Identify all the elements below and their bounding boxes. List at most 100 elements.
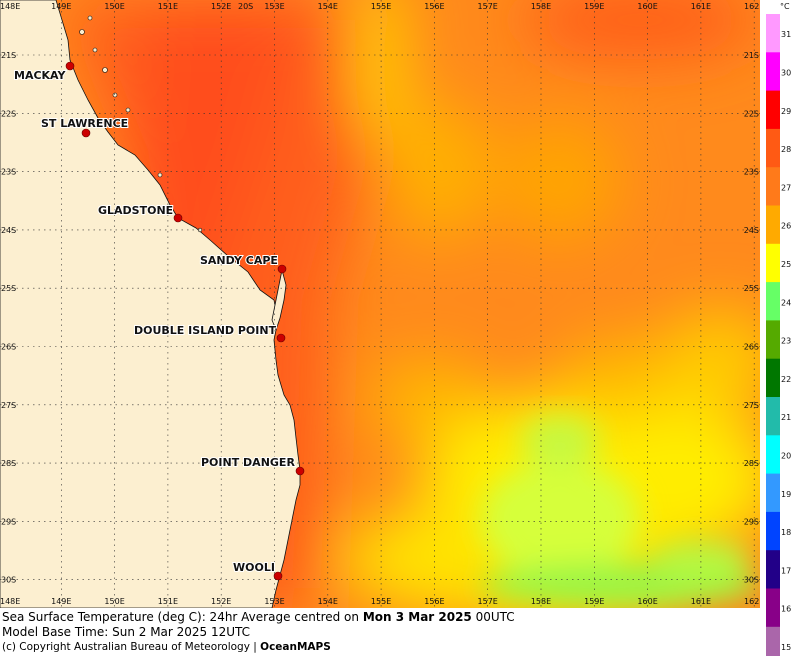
marker-wooli bbox=[273, 571, 283, 581]
lon-label-148e-top: 148E bbox=[0, 2, 20, 11]
lat-label-24s-right: 24S bbox=[744, 226, 759, 235]
legend-label-26: 26 bbox=[781, 222, 791, 231]
marker-point-danger bbox=[295, 466, 305, 476]
sst-cool-patch bbox=[480, 415, 760, 607]
lat-label-22s-right: 22S bbox=[744, 109, 759, 118]
legend-label-19: 19 bbox=[781, 490, 791, 499]
legend-swatch-30 bbox=[766, 52, 780, 92]
lon-label-158e-bottom: 158E bbox=[531, 597, 551, 606]
lon-label-154e-bottom: 154E bbox=[318, 597, 338, 606]
legend-label-16: 16 bbox=[781, 605, 791, 614]
copyright-text: (c) Copyright Australian Bureau of Meteo… bbox=[2, 641, 261, 653]
marker-double-island-point bbox=[276, 333, 286, 343]
lon-label-150e-top: 150E bbox=[104, 2, 124, 11]
legend-swatch-18 bbox=[766, 511, 780, 551]
legend-swatch-17 bbox=[766, 550, 780, 589]
lon-label-151e-bottom: 151E bbox=[158, 597, 178, 606]
coastal-islands bbox=[79, 15, 203, 233]
lon-label-153e-bottom: 153E bbox=[264, 597, 284, 606]
lat-label-27s-left: 27S bbox=[1, 401, 16, 410]
caption-date: Mon 3 Mar 2025 bbox=[362, 610, 472, 624]
lat-label-24s-left: 24S bbox=[1, 226, 16, 235]
legend-label-20: 20 bbox=[781, 451, 791, 460]
legend-unit: °C bbox=[780, 2, 790, 11]
legend-label-29: 29 bbox=[781, 107, 791, 116]
caption-base-time: Model Base Time: Sun 2 Mar 2025 12UTC bbox=[2, 625, 251, 639]
lon-label-158e-top: 158E bbox=[531, 2, 551, 11]
lon-label-157e-bottom: 157E bbox=[478, 597, 498, 606]
caption-title-prefix: Sea Surface Temperature (deg C): 24hr Av… bbox=[2, 610, 363, 624]
lat-label-21s-left: 21S bbox=[1, 51, 16, 60]
legend-swatch-20 bbox=[766, 435, 780, 475]
fraser-island bbox=[271, 269, 287, 332]
lon-label-161e-top: 161E bbox=[691, 2, 711, 11]
lat-label-25s-left: 25S bbox=[1, 284, 16, 293]
legend-label-23: 23 bbox=[781, 337, 791, 346]
legend-swatch-21 bbox=[766, 397, 780, 436]
lon-label-159e-bottom: 159E bbox=[584, 597, 604, 606]
color-legend: °C 31 30 29 28 27 26 25 24 23 22 21 20 19 18 17 16 15 bbox=[760, 0, 800, 656]
legend-label-27: 27 bbox=[781, 183, 791, 192]
graticule bbox=[0, 0, 760, 608]
place-label-wooli: WOOLI bbox=[233, 561, 275, 574]
lon-label-162e-top: 162E bbox=[744, 2, 760, 11]
marker-gladstone bbox=[173, 213, 183, 223]
legend-swatch-31 bbox=[766, 14, 780, 53]
place-label-sandy-cape: SANDY CAPE bbox=[200, 254, 278, 267]
lat-label-25s-right: 25S bbox=[744, 284, 759, 293]
lat-label-23s-right: 23S bbox=[744, 168, 759, 177]
lat-label-26s-left: 26S bbox=[1, 343, 16, 352]
legend-swatch-29 bbox=[766, 90, 780, 130]
legend-swatch-28 bbox=[766, 128, 780, 168]
marker-sandy-cape bbox=[277, 264, 287, 274]
legend-swatch-15 bbox=[766, 626, 780, 656]
longitude-labels: 148E 148E 149E 149E 150E 150E 151E 151E 152E 152E… bbox=[0, 2, 760, 606]
lat-label-21s-right: 21S bbox=[744, 51, 759, 60]
legend-label-21: 21 bbox=[781, 413, 791, 422]
lon-label-162e-bottom: 162E bbox=[744, 597, 760, 606]
legend-label-28: 28 bbox=[781, 145, 791, 154]
lon-label-159e-top: 159E bbox=[584, 2, 604, 11]
legend-swatch-22 bbox=[766, 358, 780, 398]
lon-label-153e-top: 153E bbox=[264, 2, 284, 11]
lon-label-160e-top: 160E bbox=[637, 2, 657, 11]
lon-label-157e-top: 157E bbox=[478, 2, 498, 11]
legend-swatch-25 bbox=[766, 243, 780, 283]
lon-label-154e-top: 154E bbox=[318, 2, 338, 11]
marker-mackay bbox=[65, 61, 75, 71]
legend-label-17: 17 bbox=[781, 566, 791, 575]
legend-swatch-16 bbox=[766, 588, 780, 628]
lat-label-26s-right: 26S bbox=[744, 343, 759, 352]
lat-label-29s-right: 29S bbox=[744, 517, 759, 526]
legend-swatch-27 bbox=[766, 167, 780, 206]
place-label-double-island-point: DOUBLE ISLAND POINT bbox=[134, 324, 277, 337]
lon-label-152e-top: 152E bbox=[211, 2, 231, 11]
legend-label-30: 30 bbox=[781, 68, 791, 77]
sst-map: 148E 148E 149E 149E 150E 150E 151E 151E 152E 152E… bbox=[0, 0, 760, 608]
legend-label-15: 15 bbox=[781, 643, 791, 652]
legend-label-18: 18 bbox=[781, 528, 791, 537]
legend-label-31: 31 bbox=[781, 30, 791, 39]
lon-label-149e-top: 149E bbox=[51, 2, 71, 11]
legend-swatch-19 bbox=[766, 473, 780, 513]
caption-title: Sea Surface Temperature (deg C): 24hr Av… bbox=[2, 610, 515, 624]
lon-label-148e-bottom: 148E bbox=[0, 597, 20, 606]
lat-label-23s-left: 23S bbox=[1, 168, 16, 177]
lon-label-149e-bottom: 149E bbox=[51, 597, 71, 606]
lat-label-28s-right: 28S bbox=[744, 459, 759, 468]
legend-swatch-23 bbox=[766, 320, 780, 360]
caption-copyright: (c) Copyright Australian Bureau of Meteo… bbox=[2, 640, 331, 654]
lon-label-156e-bottom: 156E bbox=[424, 597, 444, 606]
legend-label-22: 22 bbox=[781, 375, 791, 384]
lat-label-29s-left: 29S bbox=[1, 517, 16, 526]
lat-label-30s-left: 30S bbox=[1, 576, 16, 585]
latitude-labels: 21S 21S 22S 22S 23S 23S 24S 24S 25S 25S 26S 26S 27S 2… bbox=[1, 51, 759, 585]
legend-swatch-26 bbox=[766, 205, 780, 245]
australia-land bbox=[0, 0, 301, 608]
legend-label-25: 25 bbox=[781, 260, 791, 269]
caption-title-suffix: 00UTC bbox=[471, 610, 515, 624]
lon-label-155e-bottom: 155E bbox=[371, 597, 391, 606]
lat-label-27s-right: 27S bbox=[744, 401, 759, 410]
place-label-mackay: MACKAY bbox=[14, 69, 67, 82]
lon-label-160e-bottom: 160E bbox=[637, 597, 657, 606]
